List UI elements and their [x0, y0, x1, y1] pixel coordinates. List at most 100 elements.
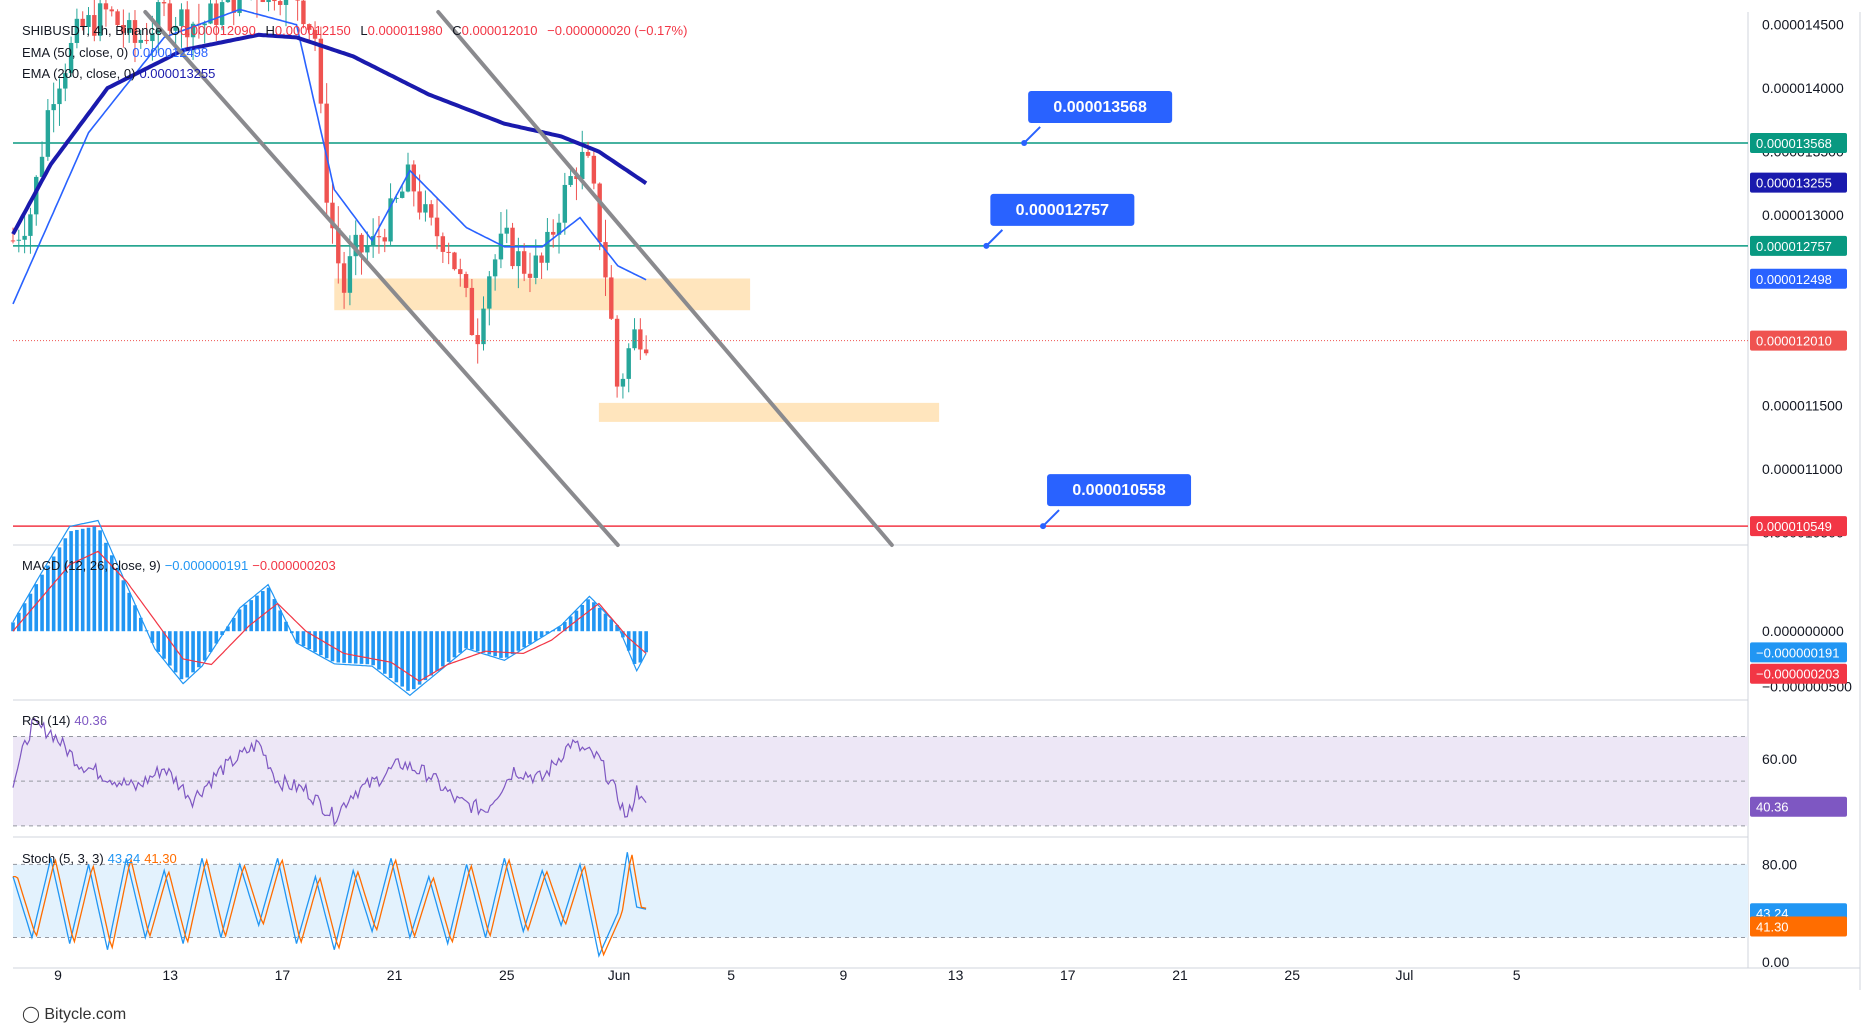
candle-body[interactable]: [225, 0, 231, 3]
candle-body[interactable]: [92, 15, 97, 36]
candle-body[interactable]: [312, 29, 318, 39]
candle-body[interactable]: [469, 287, 475, 336]
candle-body[interactable]: [190, 23, 196, 38]
candle-body[interactable]: [260, 0, 265, 3]
candle-body[interactable]: [63, 73, 68, 89]
candle-body[interactable]: [551, 231, 556, 235]
candle-body[interactable]: [359, 234, 364, 253]
candle-body[interactable]: [487, 276, 492, 309]
candle-body[interactable]: [568, 176, 573, 185]
candle-body[interactable]: [22, 235, 27, 240]
candle-body[interactable]: [10, 240, 16, 242]
candle-body[interactable]: [388, 198, 393, 242]
price-callout[interactable]: 0.000012757: [983, 193, 1135, 249]
candle-body[interactable]: [266, 0, 271, 3]
candle-body[interactable]: [516, 251, 521, 267]
ema50-line[interactable]: [12, 8, 647, 305]
price-callout[interactable]: 0.000010558: [1040, 474, 1192, 530]
candle-body[interactable]: [126, 20, 132, 33]
candle-body[interactable]: [173, 25, 178, 31]
candle-body[interactable]: [609, 277, 614, 319]
candle-body[interactable]: [638, 329, 643, 350]
candle-body[interactable]: [376, 236, 382, 238]
candle-body[interactable]: [237, 0, 242, 13]
candle-body[interactable]: [353, 234, 358, 257]
candle-body[interactable]: [278, 1, 283, 5]
candle-body[interactable]: [527, 273, 533, 278]
candle-body[interactable]: [156, 2, 161, 34]
candle-body[interactable]: [150, 33, 155, 42]
macd-pane[interactable]: [11, 519, 648, 697]
candle-body[interactable]: [620, 378, 626, 387]
candle-body[interactable]: [295, 0, 300, 1]
candle-body[interactable]: [132, 20, 138, 43]
candle-body[interactable]: [423, 204, 428, 213]
stoch-pane[interactable]: [12, 852, 1748, 958]
candle-body[interactable]: [318, 38, 324, 104]
candle-body[interactable]: [521, 251, 527, 274]
candle-body[interactable]: [214, 3, 219, 25]
candle-body[interactable]: [231, 0, 236, 13]
descending-channel-line[interactable]: [436, 10, 894, 547]
candle-body[interactable]: [580, 151, 585, 180]
candle-body[interactable]: [80, 18, 85, 27]
candle-body[interactable]: [417, 191, 422, 213]
candle-body[interactable]: [301, 0, 306, 25]
candle-body[interactable]: [382, 237, 387, 242]
candle-body[interactable]: [161, 2, 167, 4]
candle-body[interactable]: [51, 104, 56, 111]
candle-body[interactable]: [34, 176, 39, 215]
candle-body[interactable]: [370, 236, 376, 247]
candle-body[interactable]: [219, 2, 225, 25]
candle-body[interactable]: [45, 110, 51, 157]
candle-body[interactable]: [330, 202, 335, 229]
candle-body[interactable]: [68, 42, 74, 74]
price-pane[interactable]: 0.000013568 0.000012757 0.000010558: [10, 0, 1748, 547]
candle-body[interactable]: [434, 217, 440, 237]
candle-body[interactable]: [481, 308, 486, 345]
candle-body[interactable]: [458, 269, 463, 275]
signal-line[interactable]: [12, 550, 647, 682]
candle-body[interactable]: [411, 164, 417, 192]
candle-body[interactable]: [626, 348, 631, 379]
candle-body[interactable]: [185, 9, 190, 38]
candle-body[interactable]: [365, 246, 370, 253]
candle-body[interactable]: [399, 191, 405, 198]
stoch-d-line[interactable]: [13, 854, 647, 957]
candle-body[interactable]: [167, 3, 173, 31]
candle-body[interactable]: [504, 227, 509, 234]
candle-body[interactable]: [16, 239, 22, 241]
macd-line[interactable]: [12, 519, 647, 697]
candle-body[interactable]: [144, 39, 149, 42]
candle-body[interactable]: [86, 15, 91, 27]
candle-body[interactable]: [562, 184, 568, 223]
candle-body[interactable]: [202, 23, 207, 26]
candle-body[interactable]: [28, 214, 33, 236]
candle-body[interactable]: [307, 24, 312, 30]
candle-body[interactable]: [405, 164, 411, 192]
candle-body[interactable]: [440, 236, 446, 252]
candle-body[interactable]: [115, 11, 120, 26]
candle-body[interactable]: [179, 9, 184, 26]
candle-body[interactable]: [394, 197, 399, 199]
candle-body[interactable]: [533, 255, 538, 278]
candle-body[interactable]: [591, 155, 597, 184]
candle-body[interactable]: [452, 252, 457, 270]
candle-body[interactable]: [336, 228, 341, 264]
candle-body[interactable]: [121, 25, 126, 33]
candle-body[interactable]: [556, 222, 562, 235]
price-callout[interactable]: 0.000013568: [1021, 90, 1173, 146]
candle-body[interactable]: [643, 349, 649, 354]
candle-body[interactable]: [446, 251, 451, 253]
candle-body[interactable]: [429, 204, 434, 218]
candle-body[interactable]: [545, 231, 550, 263]
candle-body[interactable]: [614, 318, 620, 387]
candle-body[interactable]: [574, 176, 579, 180]
candle-body[interactable]: [341, 263, 347, 293]
candle-body[interactable]: [57, 88, 62, 105]
rsi-line[interactable]: [12, 717, 647, 827]
stoch-k-line[interactable]: [12, 852, 647, 958]
candle-body[interactable]: [103, 3, 109, 10]
candle-body[interactable]: [632, 329, 637, 349]
